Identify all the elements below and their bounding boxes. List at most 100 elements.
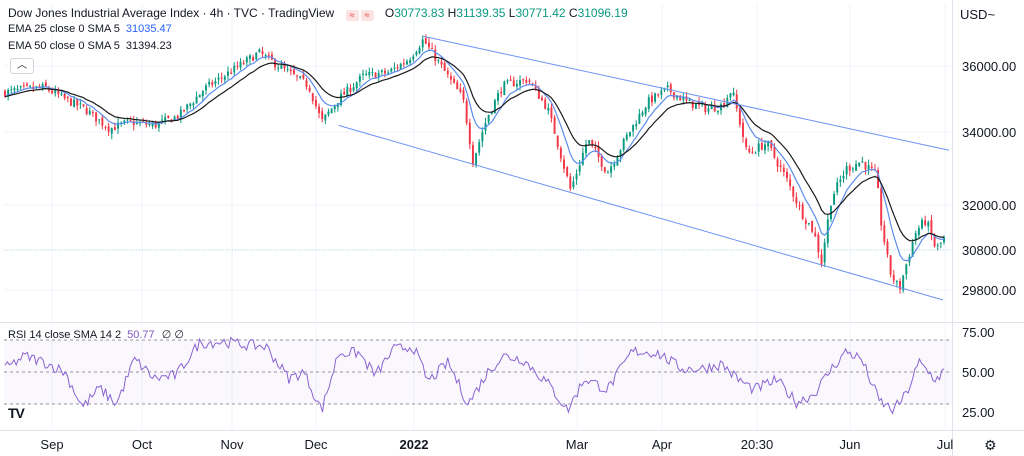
candle-body [861, 161, 864, 163]
candle-body [522, 79, 525, 81]
candle-body [581, 152, 584, 165]
ohlc-low: 30771.42 [515, 6, 566, 20]
candle-body [248, 55, 251, 59]
candle-body [905, 264, 908, 275]
candle-body [437, 60, 440, 62]
candle-body [782, 167, 785, 172]
candle-body [525, 80, 528, 83]
candle-body [311, 93, 314, 102]
candle-body [820, 254, 823, 265]
candle-body [650, 95, 653, 103]
candle-body [877, 170, 880, 189]
candle-body [236, 65, 239, 67]
candle-body [603, 167, 606, 172]
candle-body [69, 98, 72, 106]
candle-body [679, 95, 682, 101]
candle-body [126, 119, 129, 121]
candle-body [289, 69, 292, 72]
ema50-line [4, 56, 944, 242]
candle-body [666, 85, 669, 88]
ohlc-close: 31096.19 [577, 6, 628, 20]
candle-body [227, 71, 229, 76]
gear-icon[interactable]: ⚙ [984, 437, 997, 453]
candle-body [239, 61, 242, 68]
candle-body [242, 63, 245, 65]
candle-body [421, 39, 424, 48]
candle-body [117, 122, 120, 129]
chevron-up-icon: ︿ [17, 60, 27, 71]
tradingview-logo-icon[interactable]: TV [8, 405, 25, 421]
candle-body [409, 59, 412, 63]
candle-body [710, 105, 713, 110]
candle-body [355, 82, 358, 89]
candle-body [22, 85, 25, 87]
flag-icon: ≈ [345, 9, 359, 21]
candle-body [462, 90, 465, 100]
candle-body [186, 104, 189, 110]
candle-body [230, 72, 233, 74]
candle-body [889, 255, 892, 275]
symbol-flags: ≈ ≈ [345, 7, 376, 21]
candle-body [402, 63, 405, 65]
ema25-label: EMA 25 close 0 SMA 5 [8, 23, 120, 35]
candle-body [676, 95, 679, 99]
candle-body [880, 188, 883, 226]
candle-body [38, 86, 41, 88]
candle-body [358, 76, 361, 82]
candle-body [54, 90, 57, 94]
candle-body [764, 144, 766, 151]
candle-body [471, 145, 474, 165]
candle-body [465, 100, 468, 124]
ema50-value: 31394.23 [125, 40, 172, 52]
candle-body [716, 110, 719, 113]
candle-body [98, 119, 101, 121]
candle-body [682, 97, 685, 101]
ema25-line [4, 49, 945, 262]
candle-body [195, 96, 198, 104]
candle-body [544, 99, 547, 109]
candle-body [123, 120, 126, 123]
candle-body [547, 108, 550, 111]
candle-body [19, 86, 22, 88]
candle-body [924, 220, 927, 225]
candle-body [63, 93, 66, 99]
candle-body [296, 75, 299, 77]
time-axis-label: Nov [220, 437, 244, 452]
candle-body [657, 94, 660, 96]
candle-body [588, 140, 591, 144]
candle-body [418, 47, 421, 54]
candle-body [283, 65, 286, 69]
candle-body [801, 204, 804, 220]
time-axis-label: Oct [132, 437, 153, 452]
candle-body [365, 73, 368, 75]
candle-body [503, 81, 506, 96]
rsi-line [4, 336, 945, 415]
rsi-legend[interactable]: RSI 14 close SMA 14 2 50.77 ∅ ∅ [8, 328, 184, 341]
candle-body [393, 67, 396, 69]
candle-body [760, 142, 763, 150]
candle-body [550, 107, 553, 118]
candle-body [628, 131, 631, 137]
chart-legend-title[interactable]: Dow Jones Industrial Average Index · 4h … [8, 6, 628, 21]
ema25-legend[interactable]: EMA 25 close 0 SMA 5 31035.47 [8, 23, 172, 35]
candle-body [343, 91, 346, 95]
candle-body [691, 101, 694, 108]
candle-body [145, 122, 148, 125]
candle-body [519, 80, 522, 86]
candle-body [252, 56, 255, 61]
candle-body [569, 176, 572, 189]
candle-body [475, 153, 478, 166]
candle-body [638, 113, 641, 124]
currency-selector[interactable]: USD~ [960, 7, 996, 22]
candle-body [424, 37, 427, 44]
collapse-legend-button[interactable]: ︿ [10, 58, 34, 74]
candle-body [327, 111, 330, 115]
candle-body [314, 99, 317, 107]
ema50-legend[interactable]: EMA 50 close 0 SMA 5 31394.23 [8, 40, 172, 52]
symbol-title[interactable]: Dow Jones Industrial Average Index · 4h … [8, 6, 335, 20]
candle-body [848, 165, 851, 171]
candle-body [88, 110, 91, 115]
candle-body [107, 126, 110, 132]
candle-body [566, 167, 569, 177]
